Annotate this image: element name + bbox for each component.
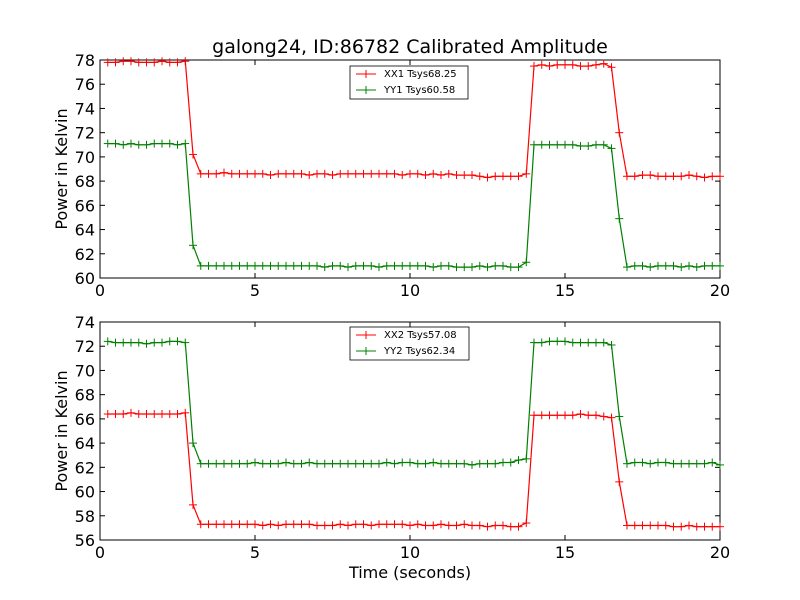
bottom-subplot: 0 5 10 15 20 56 58 60 62 64 66 68 70 72 74 Power in Ke… <box>52 313 730 582</box>
bottom-y-axis-label: Power in Kelvin <box>52 370 71 491</box>
bottom-y-tick-label: 58 <box>75 507 95 526</box>
top-legend-box <box>349 65 469 100</box>
top-x-tick-label: 15 <box>555 281 575 300</box>
bottom-x-tick-label: 15 <box>555 543 575 562</box>
bottom-y-tick-label: 60 <box>75 483 95 502</box>
x-axis-label: Time (seconds) <box>348 563 471 582</box>
bottom-y-tick-label: 62 <box>75 458 95 477</box>
top-y-tick-label: 78 <box>75 51 95 70</box>
bottom-x-tick-label: 0 <box>95 543 105 562</box>
top-y-tick-label: 70 <box>75 148 95 167</box>
top-x-tick-label: 5 <box>250 281 260 300</box>
top-x-tick-label: 0 <box>95 281 105 300</box>
top-y-tick-label: 62 <box>75 245 95 264</box>
bottom-x-tick-label: 5 <box>250 543 260 562</box>
top-x-tick-label: 10 <box>400 281 420 300</box>
legend-label-xx1: XX1 Tsys68.25 <box>384 69 457 80</box>
legend-label-xx2: XX2 Tsys57.08 <box>384 330 457 341</box>
top-y-axis-label: Power in Kelvin <box>52 108 71 229</box>
top-x-tick-label: 20 <box>710 281 730 300</box>
legend-label-yy2: YY2 Tsys62.34 <box>383 346 455 357</box>
bottom-axis-ticks: 0 5 10 15 20 56 58 60 62 64 66 68 70 72 74 <box>75 313 731 562</box>
bottom-y-tick-label: 74 <box>75 313 95 332</box>
top-subplot: galong24, ID:86782 Calibrated Amplitude … <box>52 36 730 300</box>
bottom-y-tick-label: 56 <box>75 531 95 550</box>
top-plot-series <box>103 57 724 272</box>
top-y-tick-label: 68 <box>75 172 95 191</box>
legend-label-yy1: YY1 Tsys60.58 <box>383 85 455 96</box>
top-y-tick-label: 76 <box>75 75 95 94</box>
top-y-tick-label: 66 <box>75 196 95 215</box>
top-y-tick-label: 60 <box>75 269 95 288</box>
top-legend: XX1 Tsys68.25 YY1 Tsys60.58 <box>349 65 469 100</box>
bottom-y-tick-label: 68 <box>75 386 95 405</box>
bottom-y-tick-label: 64 <box>75 434 95 453</box>
bottom-plot-series <box>103 337 724 531</box>
bottom-legend-box <box>349 326 470 361</box>
chart-title: galong24, ID:86782 Calibrated Amplitude <box>212 36 608 58</box>
bottom-x-tick-label: 20 <box>710 543 730 562</box>
bottom-y-tick-label: 72 <box>75 337 95 356</box>
bottom-y-tick-label: 70 <box>75 361 95 380</box>
bottom-legend: XX2 Tsys57.08 YY2 Tsys62.34 <box>349 326 470 361</box>
top-y-tick-label: 64 <box>75 221 95 240</box>
bottom-y-tick-label: 66 <box>75 410 95 429</box>
top-axis-ticks: 0 5 10 15 20 60 62 64 66 68 70 72 74 76 78 <box>75 51 731 300</box>
top-y-tick-label: 74 <box>75 99 95 118</box>
top-y-tick-label: 72 <box>75 124 95 143</box>
bottom-x-tick-label: 10 <box>400 543 420 562</box>
